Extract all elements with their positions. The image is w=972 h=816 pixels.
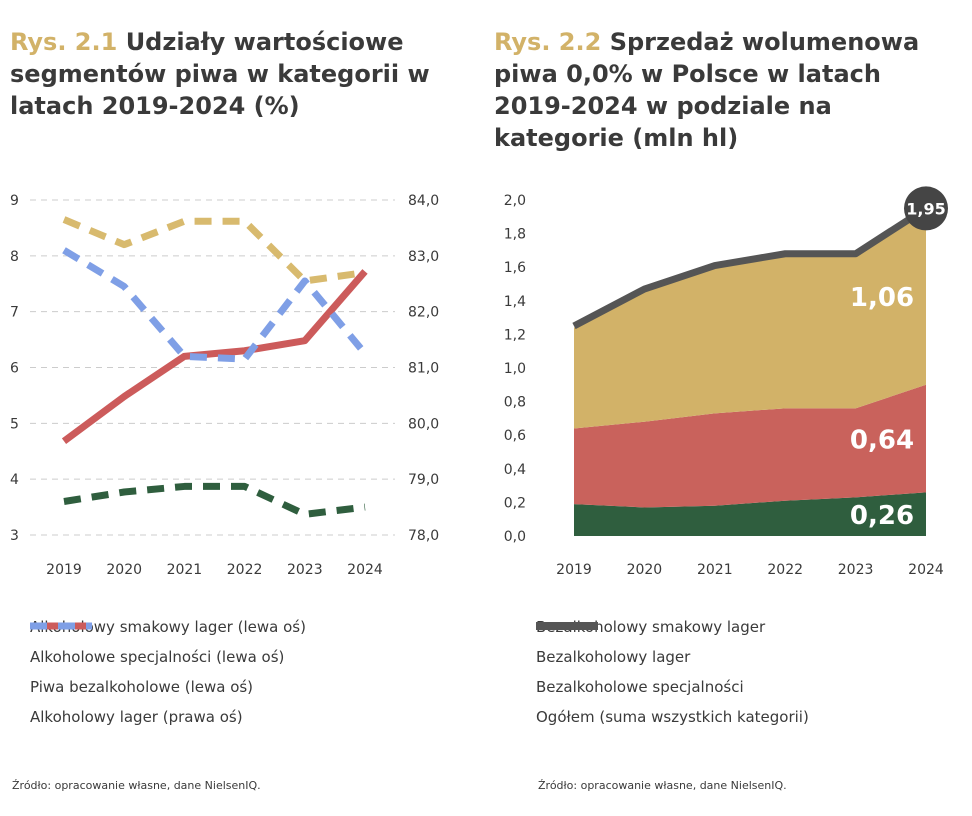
left-chart-source: Źródło: opracowanie własne, dane Nielsen…: [12, 779, 261, 792]
y-right-tick-label: 78,0: [408, 528, 439, 544]
right-chart-legend: Bezalkoholowy smakowy lager Bezalkoholowy…: [536, 612, 809, 732]
y-left-tick-label: 9: [10, 193, 19, 209]
right-chart-title-number: Rys. 2.2: [494, 28, 602, 56]
left-chart-title-number: Rys. 2.1: [10, 28, 118, 56]
series-line-alkoholowe-specjalno-ci-lewa-o: [63, 482, 366, 518]
legend-item: Alkoholowe specjalności (lewa oś): [30, 622, 306, 672]
legend-item: Bezalkoholowe specjalności: [536, 622, 809, 702]
x-tick-label: 2021: [167, 562, 203, 578]
legend-item: Alkoholowy lager (prawa oś): [30, 622, 306, 732]
legend-label: Alkoholowy lager (prawa oś): [30, 708, 243, 726]
x-tick-label: 2019: [46, 562, 82, 578]
x-tick-label: 2024: [347, 562, 383, 578]
legend-label: Ogółem (suma wszystkich kategorii): [536, 708, 809, 726]
legend-item: Bezalkoholowy lager: [536, 622, 809, 672]
y-left-tick-label: 4: [10, 472, 19, 488]
y-right-tick-label: 84,0: [408, 193, 439, 209]
legend-item: Piwa bezalkoholowe (lewa oś): [30, 622, 306, 702]
left-chart-title: Rys. 2.1 Udziały wartościowe segmentów p…: [10, 26, 450, 122]
y-left-tick-label: 8: [10, 249, 19, 265]
legend-label: Piwa bezalkoholowe (lewa oś): [30, 678, 254, 696]
x-tick-label: 2023: [287, 562, 323, 578]
y-left-tick-label: 5: [10, 416, 19, 432]
y-right-tick-label: 79,0: [408, 472, 439, 488]
left-chart-legend: Alkoholowy smakowy lager (lewa oś) Alkoho…: [30, 612, 306, 732]
right-chart-title: Rys. 2.2 Sprzedaż wolumenowa piwa 0,0% w…: [494, 26, 964, 154]
series-line-alkoholowy-lager-prawa-o: [62, 247, 368, 363]
legend-swatch: [30, 622, 92, 630]
x-tick-label: 2022: [227, 562, 263, 578]
right-chart-title-text: Sprzedaż wolumenowa piwa 0,0% w Polsce w…: [494, 28, 920, 152]
legend-label: Alkoholowy smakowy lager (lewa oś): [30, 618, 306, 636]
series-line-alkoholowy-smakowy-lager-lewa-o: [62, 216, 366, 285]
legend-label: Bezalkoholowe specjalności: [536, 678, 744, 696]
y-left-tick-label: 6: [10, 361, 19, 377]
y-right-tick-label: 80,0: [408, 416, 439, 432]
y-left-tick-label: 3: [10, 528, 19, 544]
left-chart-title-text: Udziały wartościowe segmentów piwa w kat…: [10, 28, 430, 120]
legend-label: Alkoholowe specjalności (lewa oś): [30, 648, 285, 666]
right-chart-source: Źródło: opracowanie własne, dane Nielsen…: [538, 779, 787, 792]
legend-label: Bezalkoholowy lager: [536, 648, 691, 666]
x-tick-label: 2020: [106, 562, 142, 578]
y-right-tick-label: 81,0: [408, 361, 439, 377]
y-right-tick-label: 83,0: [408, 249, 439, 265]
legend-item: Ogółem (suma wszystkich kategorii): [536, 622, 809, 732]
legend-swatch: [536, 622, 598, 630]
y-right-tick-label: 82,0: [408, 305, 439, 321]
y-left-tick-label: 7: [10, 305, 19, 321]
series-line-piwa-bezalkoholowe-lewa-o: [61, 269, 368, 445]
